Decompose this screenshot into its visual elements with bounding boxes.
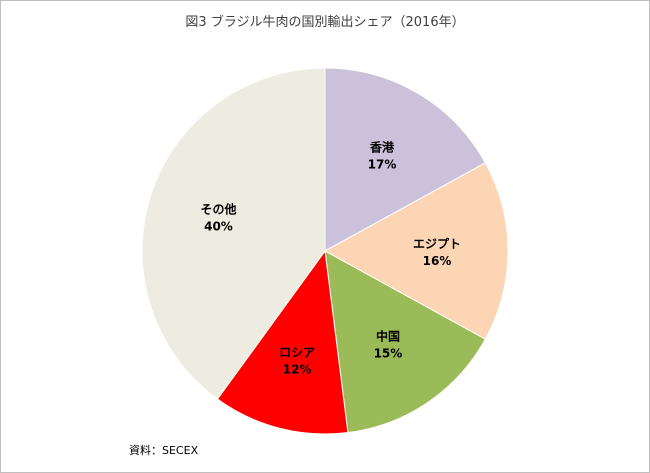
pie-slice-2 (324, 250, 487, 434)
pie-labels: 香港 17% エジプト 16% 中国 15% ロシア 12% その他 40% (200, 140, 461, 377)
pie-slice-0 (324, 67, 487, 252)
slice-label-0: 香港 (369, 140, 395, 155)
pie-slice-4 (141, 67, 326, 400)
chart-title: 図3 ブラジル牛肉の国別輸出シェア（2016年） (185, 15, 465, 30)
pie-slice-3 (216, 249, 349, 435)
source-note: 資料：SECEX (129, 444, 199, 457)
slice-value-3: 12% (283, 362, 312, 376)
slice-value-1: 16% (423, 254, 452, 268)
slice-value-0: 17% (368, 158, 397, 172)
pie-slice-1 (323, 162, 509, 340)
slice-value-4: 40% (204, 219, 233, 233)
pie-slices (141, 67, 509, 435)
slice-label-1: エジプト (413, 236, 461, 251)
slice-label-2: 中国 (376, 329, 400, 344)
slice-value-2: 15% (374, 347, 403, 361)
slice-label-3: ロシア (279, 345, 315, 359)
slice-label-4: その他 (200, 201, 236, 216)
